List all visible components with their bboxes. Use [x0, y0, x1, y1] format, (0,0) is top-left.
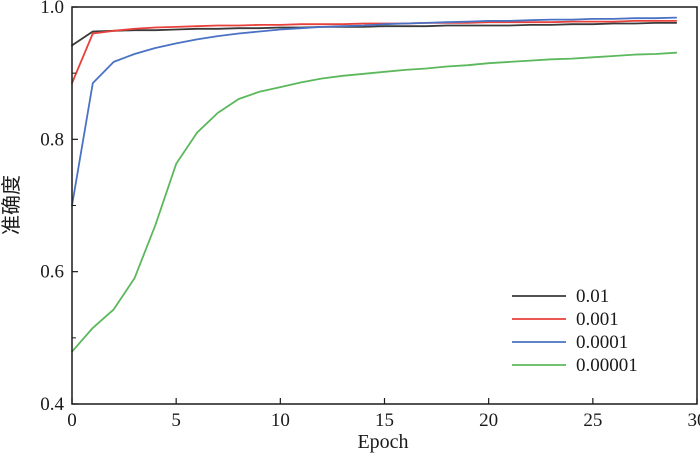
x-tick-label: 15	[375, 410, 394, 431]
x-tick-label: 20	[479, 410, 498, 431]
axis-ticks	[71, 6, 698, 405]
y-tick-label: 1.0	[40, 0, 64, 18]
x-tick-label: 0	[67, 410, 77, 431]
legend-label: 0.00001	[576, 355, 638, 376]
x-axis-title: Epoch	[357, 431, 408, 453]
x-tick-label: 10	[271, 410, 290, 431]
legend-label: 0.0001	[576, 332, 628, 353]
legend-label: 0.01	[576, 286, 609, 307]
x-tick-label: 25	[583, 410, 602, 431]
x-tick-label: 5	[171, 410, 181, 431]
series-line-0.00001	[71, 51, 678, 353]
y-tick-label: 0.8	[40, 129, 64, 150]
series-line-0.01	[71, 21, 678, 47]
axis-tick-labels: 0 5 10 15 20 25 30 0.4 0.6 0.8 1.0	[40, 0, 700, 431]
legend-label: 0.001	[576, 309, 619, 330]
y-axis-title: 准确度	[0, 175, 23, 235]
plot-lines	[71, 16, 678, 353]
x-tick-label: 30	[688, 410, 700, 431]
y-tick-label: 0.6	[40, 262, 64, 283]
series-line-0.001	[71, 19, 678, 84]
series-line-0.0001	[71, 16, 678, 207]
y-tick-label: 0.4	[40, 394, 64, 415]
